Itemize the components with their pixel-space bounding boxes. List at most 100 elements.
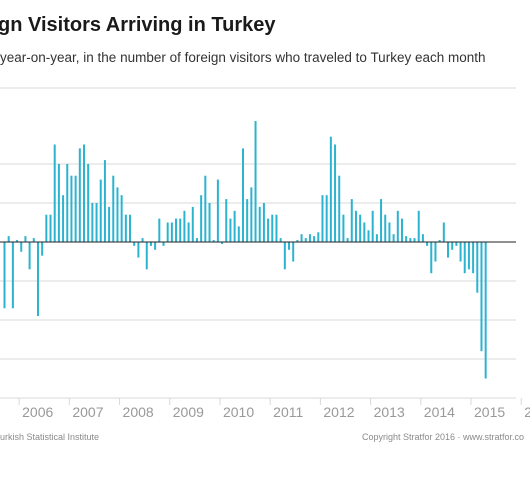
bar <box>53 144 56 242</box>
grid-lines <box>0 87 516 399</box>
bar <box>363 222 366 242</box>
copyright-note: Copyright Stratfor 2016 · www.stratfor.c… <box>362 432 525 442</box>
bar <box>288 242 291 250</box>
bar <box>57 164 60 242</box>
bar <box>384 214 387 242</box>
bar <box>7 236 10 242</box>
bar <box>455 242 458 246</box>
bar <box>371 210 374 242</box>
bar <box>262 203 265 242</box>
bar <box>204 175 207 242</box>
bar <box>476 242 479 293</box>
bar <box>108 206 111 242</box>
bar <box>133 242 136 246</box>
bar <box>472 242 475 274</box>
bar <box>350 199 353 242</box>
bar <box>20 242 23 252</box>
x-tick-label: 2016 <box>524 404 530 420</box>
bar <box>28 242 31 270</box>
x-tick-label: 2009 <box>173 404 204 420</box>
bar <box>405 236 408 242</box>
bar <box>267 218 270 242</box>
chart-subtitle: year-on-year, in the number of foreign v… <box>0 50 486 65</box>
bar <box>271 214 274 242</box>
bar <box>175 218 178 242</box>
bar <box>388 222 391 242</box>
bar <box>463 242 466 274</box>
bar <box>112 175 115 242</box>
bar <box>342 214 345 242</box>
bar <box>396 210 399 242</box>
bar <box>426 242 429 246</box>
bar <box>346 238 349 242</box>
bar <box>208 203 211 242</box>
bar <box>329 136 332 242</box>
bar <box>149 242 152 246</box>
bar <box>11 242 14 309</box>
bar <box>179 218 182 242</box>
bar <box>141 238 144 242</box>
bar <box>154 242 157 250</box>
bar <box>317 232 320 242</box>
bar <box>409 238 412 242</box>
bar <box>392 234 395 242</box>
bar <box>421 234 424 242</box>
x-tick-label: 2013 <box>374 404 405 420</box>
x-tick-label: 2010 <box>223 404 254 420</box>
x-axis: 2006 2007 2008 2009 2010 2011 2012 2013 2014 2015… <box>0 241 530 420</box>
bar <box>459 242 462 262</box>
bar <box>162 242 165 246</box>
bar <box>45 214 48 242</box>
bar <box>321 195 324 242</box>
bar <box>32 238 35 242</box>
bar <box>334 144 337 242</box>
bar <box>62 195 65 242</box>
bar <box>221 242 224 244</box>
bar <box>417 210 420 242</box>
bar <box>103 160 106 242</box>
bar <box>430 242 433 274</box>
bar <box>212 240 215 242</box>
bar <box>484 242 487 379</box>
bar-series <box>3 121 487 379</box>
bar <box>375 234 378 242</box>
bar <box>74 175 77 242</box>
bar <box>442 222 445 242</box>
bar <box>400 218 403 242</box>
bar <box>413 238 416 242</box>
bar <box>480 242 483 352</box>
bar <box>129 214 132 242</box>
bar <box>258 206 261 242</box>
bar <box>166 222 169 242</box>
chart-title: gn Visitors Arriving in Turkey <box>0 14 276 36</box>
bar <box>187 222 190 242</box>
bar <box>246 199 249 242</box>
bar <box>170 222 173 242</box>
bar <box>438 240 441 242</box>
bar <box>308 234 311 242</box>
bar <box>158 218 161 242</box>
bar <box>292 242 295 262</box>
bar <box>279 238 282 242</box>
x-tick-label: 2007 <box>72 404 103 420</box>
bar <box>191 206 194 242</box>
bar <box>91 203 94 242</box>
bar <box>250 187 253 242</box>
bar <box>3 242 6 309</box>
x-tick-label: 2011 <box>273 404 303 420</box>
x-tick-label: 2006 <box>22 404 53 420</box>
bar <box>36 242 39 317</box>
bar <box>99 179 102 242</box>
bar <box>16 240 19 242</box>
bar <box>254 121 257 242</box>
bar <box>283 242 286 270</box>
bar <box>296 240 299 242</box>
bar <box>304 238 307 242</box>
bar <box>137 242 140 258</box>
bar <box>200 195 203 242</box>
bar <box>41 242 44 256</box>
bar <box>83 144 85 242</box>
bar <box>359 214 362 242</box>
bar <box>87 164 90 242</box>
